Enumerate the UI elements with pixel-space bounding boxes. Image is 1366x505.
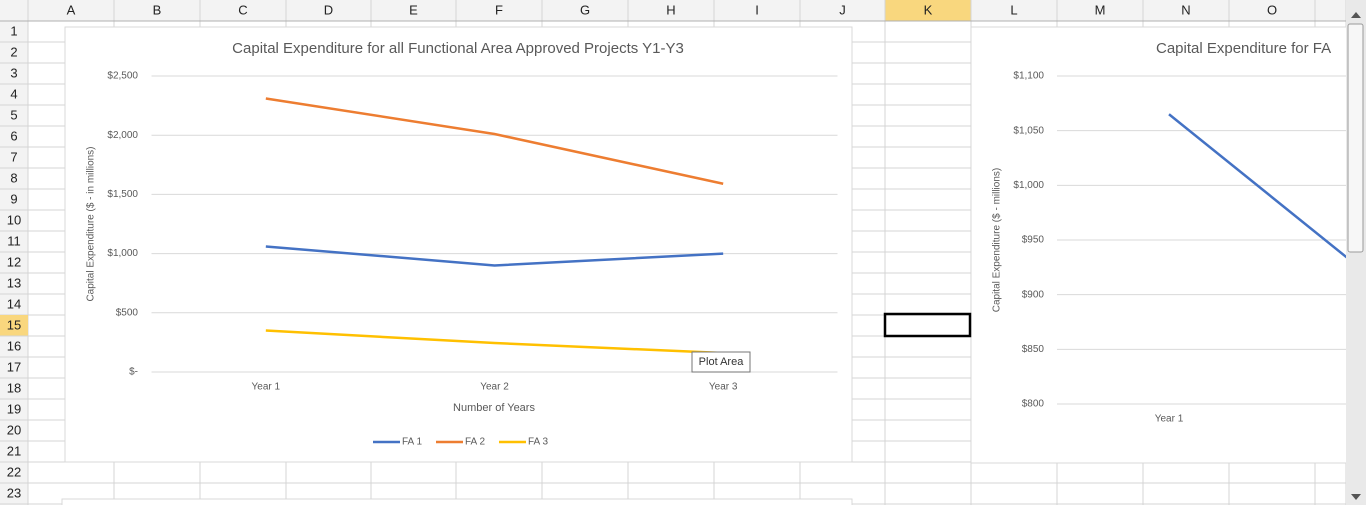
row-header: 4 (10, 86, 17, 101)
y-tick-label: $1,500 (107, 189, 138, 200)
row-header: 21 (7, 443, 21, 458)
row-header: 23 (7, 485, 21, 500)
legend-label: FA 2 (465, 437, 485, 448)
row-header: 7 (10, 149, 17, 164)
row-header: 2 (10, 44, 17, 59)
column-header: A (67, 2, 76, 17)
column-header: M (1095, 2, 1106, 17)
column-header: I (755, 2, 759, 17)
y-tick-label: $1,100 (1013, 71, 1044, 82)
column-header: B (153, 2, 162, 17)
row-header: 15 (7, 317, 21, 332)
data-line (265, 329, 724, 355)
legend-label: FA 3 (528, 437, 548, 448)
x-tick-label: Year 1 (252, 382, 281, 393)
x-tick-label: Year 1 (1155, 414, 1184, 425)
column-header: H (666, 2, 675, 17)
y-tick-label: $1,050 (1013, 125, 1044, 136)
chart-area (971, 26, 1346, 464)
y-tick-label: $2,500 (107, 71, 138, 82)
row-header: 8 (10, 170, 17, 185)
selected-row-header (0, 315, 28, 336)
column-header: L (1010, 2, 1017, 17)
y-axis-title: Capital Expenditure ($ - in millions) (86, 146, 97, 301)
legend-label: FA 1 (402, 437, 422, 448)
y-tick-label: $950 (1022, 235, 1045, 246)
scroll-up[interactable] (1351, 12, 1361, 18)
tooltip-text: Plot Area (699, 356, 745, 368)
selected-cell[interactable] (883, 312, 972, 338)
row-header: 12 (7, 254, 21, 269)
scroll-thumb[interactable] (1347, 23, 1364, 253)
y-axis-title: Capital Expenditure ($ - millions) (992, 168, 1003, 313)
y-tick-label: $2,000 (107, 130, 138, 141)
x-tick-label: Year 2 (480, 382, 509, 393)
column-header-bar (0, 0, 1346, 21)
row-header: 16 (7, 338, 21, 353)
data-line (265, 97, 724, 185)
column-header: K (924, 2, 933, 17)
chart-edge (61, 498, 853, 505)
column-header: C (238, 2, 247, 17)
chart-title: Capital Expenditure for all Functional A… (232, 40, 684, 57)
row-header: 10 (7, 212, 21, 227)
scroll-down[interactable] (1351, 494, 1361, 500)
y-tick-label: $1,000 (1013, 180, 1044, 191)
tooltip-box (691, 351, 751, 373)
row-header: 1 (10, 23, 17, 38)
row-header: 20 (7, 422, 21, 437)
row-header: 19 (7, 401, 21, 416)
column-header: J (839, 2, 846, 17)
column-header: G (580, 2, 590, 17)
y-tick-label: $1,000 (107, 248, 138, 259)
row-header: 3 (10, 65, 17, 80)
row-header: 18 (7, 380, 21, 395)
row-header: 14 (7, 296, 21, 311)
row-header: 17 (7, 359, 21, 374)
column-header: D (324, 2, 333, 17)
y-tick-label: $800 (1022, 399, 1045, 410)
column-header: N (1181, 2, 1190, 17)
row-header: 22 (7, 464, 21, 479)
chart-title: Capital Expenditure for FA (1156, 40, 1331, 57)
y-tick-label: $500 (116, 307, 139, 318)
y-tick-label: $- (129, 367, 138, 378)
data-line (1168, 113, 1346, 259)
column-header: O (1267, 2, 1277, 17)
row-header: 5 (10, 107, 17, 122)
column-header: F (495, 2, 503, 17)
column-header: E (409, 2, 418, 17)
x-axis-title: Number of Years (453, 402, 535, 414)
row-header: 6 (10, 128, 17, 143)
y-tick-label: $850 (1022, 344, 1045, 355)
chart-area (64, 26, 853, 463)
x-tick-label: Year 3 (709, 382, 738, 393)
selected-column-header (885, 0, 971, 21)
data-line (265, 245, 724, 267)
row-header: 9 (10, 191, 17, 206)
row-header: 13 (7, 275, 21, 290)
tooltip: Plot Area (691, 351, 751, 373)
y-tick-label: $900 (1022, 289, 1045, 300)
row-header: 11 (7, 233, 21, 248)
